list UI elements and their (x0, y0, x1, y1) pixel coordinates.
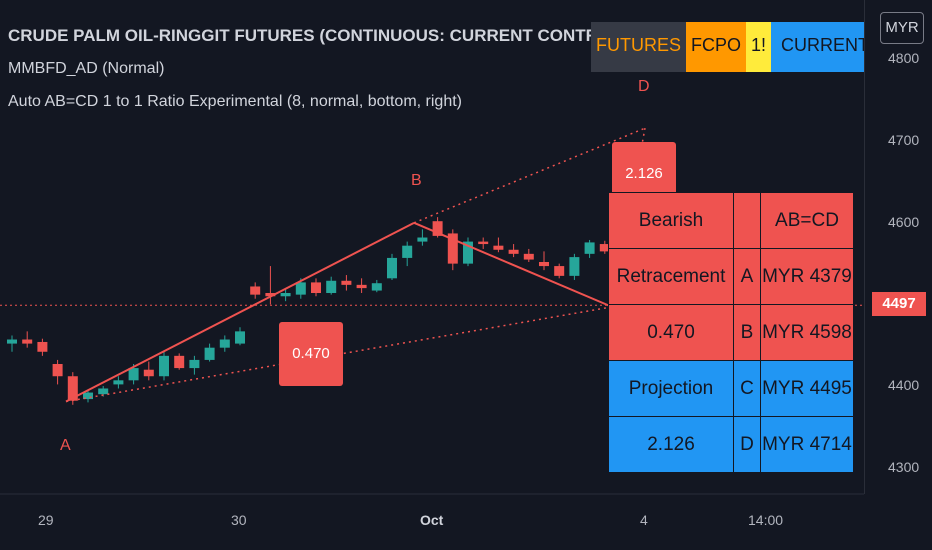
abcd-pattern-group (65, 127, 646, 403)
badge-contract: 1! (746, 22, 772, 72)
candle-body (554, 266, 565, 276)
badge-current: CURRENT (771, 22, 880, 72)
candle-body (52, 364, 63, 377)
candle-body (493, 245, 504, 250)
table-cell: AB=CD (760, 192, 854, 249)
badge-fcpo: FCPO (686, 22, 747, 72)
time-tick: Oct (420, 512, 444, 528)
candle-body (584, 242, 595, 254)
candle-body (311, 282, 321, 294)
price-tick: 4600 (888, 214, 920, 230)
table-row: Projection C MYR 4495 (608, 360, 854, 417)
table-cell (733, 192, 761, 249)
table-row: 0.470 B MYR 4598 (608, 304, 854, 361)
candle-body (265, 293, 276, 297)
table-cell: 2.126 (608, 416, 734, 473)
candle-body (22, 339, 33, 344)
candle-body (402, 245, 413, 258)
candle-body (98, 388, 109, 395)
table-cell: D (733, 416, 761, 473)
time-tick: 29 (38, 512, 54, 528)
time-tick: 4 (640, 512, 648, 528)
ab-leg (65, 221, 415, 403)
point-label-b: B (411, 172, 422, 189)
candle-body (113, 380, 124, 385)
candle-body (478, 241, 489, 245)
price-tick: 4400 (888, 377, 920, 393)
candle-body (174, 355, 185, 369)
candle-body (250, 286, 261, 295)
table-cell: Bearish (608, 192, 734, 249)
table-cell: MYR 4714 (760, 416, 854, 473)
currency-button[interactable]: MYR (880, 12, 924, 44)
candle-body (417, 237, 428, 242)
candle-body (295, 282, 306, 295)
candle-body (432, 221, 443, 236)
candle-body (189, 359, 200, 369)
candle-body (204, 347, 215, 360)
retracement-ratio-label: 0.470 (279, 322, 343, 386)
table-header-row: Bearish AB=CD (608, 192, 854, 249)
candle-body (599, 244, 610, 252)
candle-body (37, 341, 48, 352)
table-row: 2.126 D MYR 4714 (608, 416, 854, 473)
badge-futures: FUTURES (591, 22, 686, 72)
candle-body (83, 392, 93, 400)
candle-body (67, 376, 78, 401)
candle-body (569, 257, 580, 276)
table-row: Retracement A MYR 4379 (608, 248, 854, 305)
candle-body (371, 283, 382, 291)
candle-body (539, 262, 549, 267)
time-tick: 14:00 (748, 512, 784, 528)
bc-leg (413, 221, 613, 308)
candle-body (143, 369, 154, 377)
point-label-d: D (638, 78, 650, 95)
time-tick: 30 (231, 512, 247, 528)
table-cell: Projection (608, 360, 734, 417)
candle-body (280, 293, 291, 297)
candle-body (523, 253, 534, 260)
indicator-abcd[interactable]: Auto AB=CD 1 to 1 Ratio Experimental (8,… (8, 93, 462, 110)
last-price-badge: 4497 (872, 292, 926, 316)
candle-body (128, 368, 139, 381)
price-tick: 4700 (888, 132, 920, 148)
candle-body (447, 233, 458, 264)
table-cell: MYR 4495 (760, 360, 854, 417)
candle-body (463, 241, 473, 264)
candle-body (508, 249, 519, 254)
table-cell: Retracement (608, 248, 734, 305)
abcd-stats-table: Bearish AB=CD Retracement A MYR 4379 0.4… (608, 192, 854, 473)
candle-body (235, 331, 245, 344)
indicator-mmbfd[interactable]: MMBFD_AD (Normal) (8, 60, 165, 77)
candle-body (387, 257, 397, 279)
candle-body (159, 355, 169, 377)
price-tick: 4800 (888, 50, 920, 66)
candle-body (326, 280, 337, 294)
table-cell: 0.470 (608, 304, 734, 361)
price-axis[interactable] (864, 0, 932, 494)
price-tick: 4300 (888, 459, 920, 475)
point-label-a: A (60, 437, 71, 454)
candle-body (341, 280, 352, 285)
table-cell: A (733, 248, 761, 305)
table-cell: MYR 4598 (760, 304, 854, 361)
candle-body (7, 339, 17, 344)
candle-body (219, 339, 230, 348)
table-cell: B (733, 304, 761, 361)
table-cell: C (733, 360, 761, 417)
candle-body (356, 284, 367, 289)
table-cell: MYR 4379 (760, 248, 854, 305)
symbol-info-badges: FUTURES FCPO 1! CURRENT (591, 22, 880, 72)
